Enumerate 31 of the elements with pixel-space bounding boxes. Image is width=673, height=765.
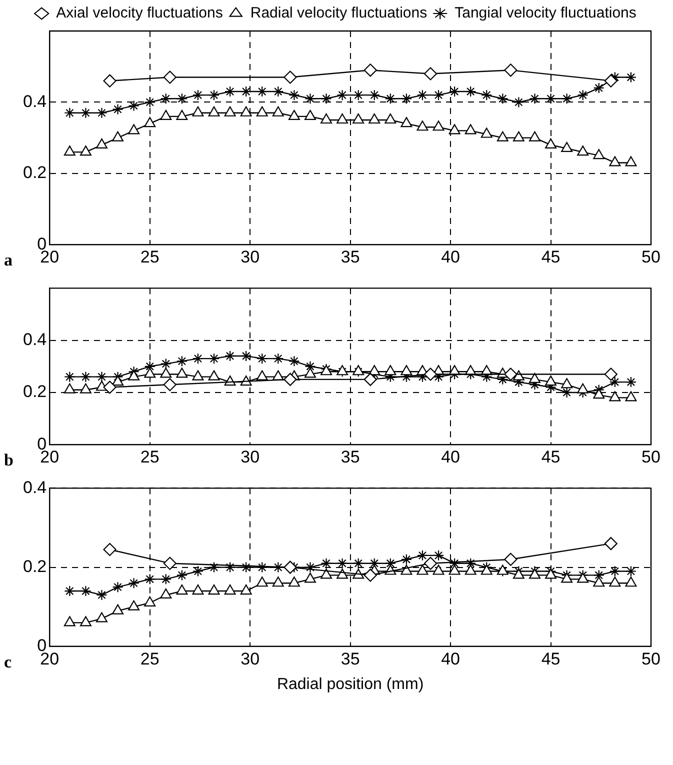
x-tick-label: 30: [240, 447, 260, 466]
x-axis-title: Radial position (mm): [276, 676, 424, 693]
legend-label: Radial velocity fluctuations: [250, 4, 428, 22]
y-tick-label: 0.4: [22, 330, 47, 350]
x-tick-label: 30: [240, 649, 260, 668]
y-tick-label: 0.2: [22, 163, 47, 182]
text: b: [4, 450, 14, 470]
x-tick-label: 45: [541, 247, 560, 266]
x-tick-label: 40: [441, 247, 460, 266]
legend-label: Axial velocity fluctuations: [56, 4, 223, 22]
x-tick-label: 50: [642, 447, 660, 466]
x-tick-label: 25: [140, 247, 160, 266]
x-tick-label: 25: [140, 447, 160, 466]
y-tick-label: 0.2: [22, 382, 47, 402]
x-tick-label: 50: [642, 649, 660, 668]
x-tick-label: 45: [541, 447, 560, 466]
x-tick-label: 40: [441, 649, 460, 668]
x-tick-label: 45: [541, 649, 560, 668]
x-tick-label: 30: [240, 247, 260, 266]
x-tick-label: 50: [642, 247, 660, 266]
y-tick-label: 0.2: [22, 556, 47, 576]
y-tick-label: 0.4: [22, 92, 47, 111]
x-tick-label: 25: [140, 649, 160, 668]
text: a: [4, 250, 13, 270]
x-tick-label: 35: [340, 649, 360, 668]
x-tick-label: 40: [441, 447, 460, 466]
x-tick-label: 35: [340, 447, 360, 466]
y-tick-label: 0.4: [22, 478, 47, 497]
legend-label: Tangial velocity fluctuations: [454, 4, 636, 22]
x-tick-label: 35: [340, 247, 360, 266]
text: c: [4, 652, 12, 672]
